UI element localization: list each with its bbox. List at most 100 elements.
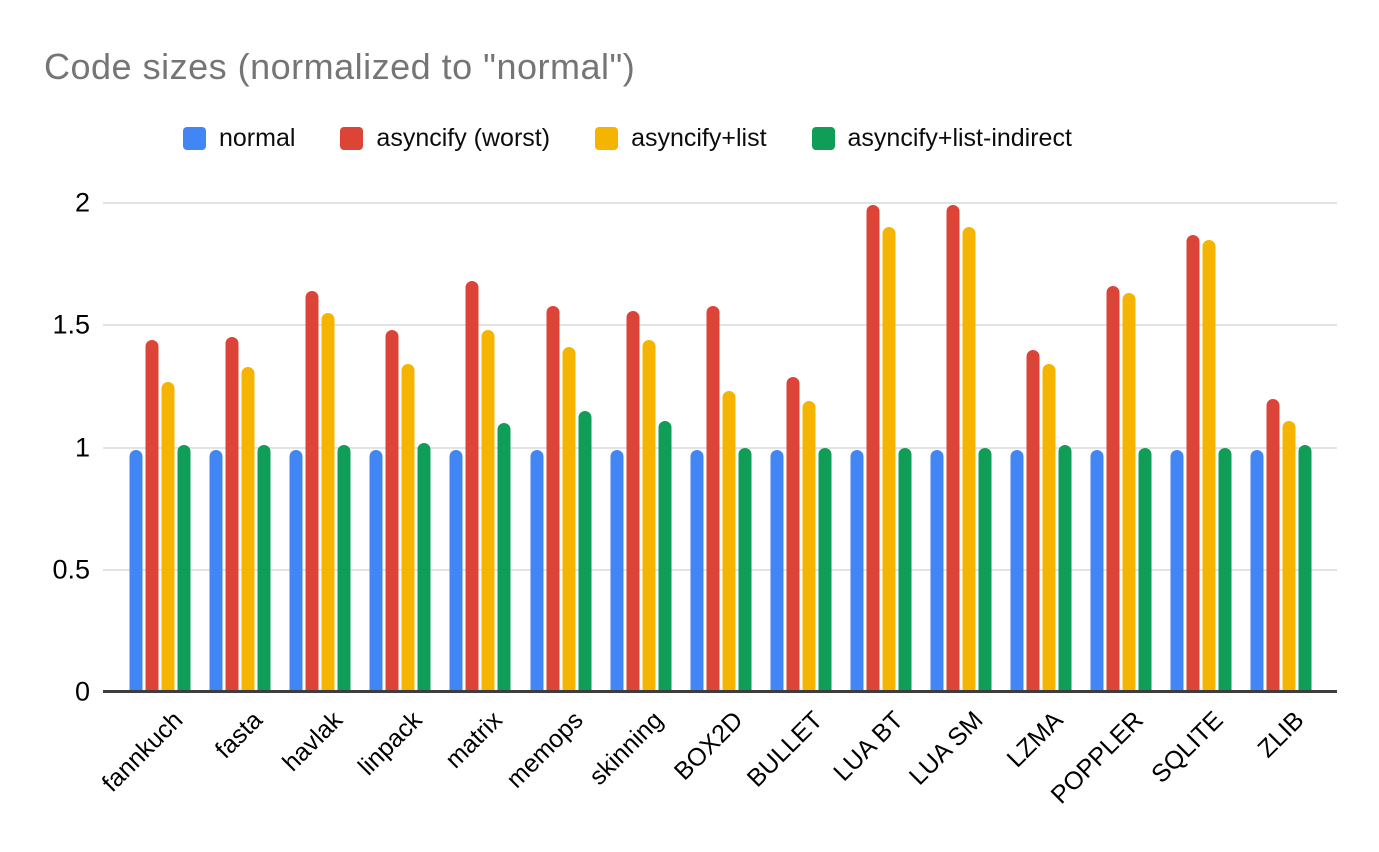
bar-normal-lua-bt <box>850 449 864 692</box>
bar-asyncify-list-sqlite <box>1202 239 1216 692</box>
bar-asyncify-worst-poppler <box>1106 286 1120 692</box>
x-label-havlak: havlak <box>277 706 348 777</box>
legend-item-asyncify-worst: asyncify (worst) <box>340 124 550 153</box>
y-axis: 0 0.5 1 1.5 2 <box>0 188 90 707</box>
bar-normal-bullet <box>770 449 784 692</box>
y-tick-1-5: 1.5 <box>52 309 90 340</box>
bar-group-memops <box>530 203 591 692</box>
bar-asyncify-list-havlak <box>321 313 335 692</box>
gridline-1-5 <box>103 324 1337 327</box>
x-label-lua-sm: LUA SM <box>904 706 989 791</box>
gridline-2 <box>103 202 1337 204</box>
x-axis-baseline <box>103 690 1337 693</box>
bar-asyncify-list-poppler <box>1122 293 1136 692</box>
bar-asyncify-worst-lua-bt <box>866 205 880 692</box>
bar-asyncify-worst-box2d <box>706 305 720 692</box>
x-label-poppler: POPPLER <box>1045 706 1149 810</box>
legend-swatch-asyncify-worst <box>340 127 364 150</box>
bar-normal-fannkuch <box>129 449 143 692</box>
bar-asyncify-list-indirect-poppler <box>1138 447 1152 692</box>
bar-normal-sqlite <box>1170 449 1184 692</box>
legend-swatch-asyncify-list-indirect <box>811 127 835 150</box>
bar-asyncify-worst-bullet <box>786 376 800 692</box>
legend-item-asyncify-list-indirect: asyncify+list-indirect <box>811 124 1072 153</box>
bar-asyncify-list-fannkuch <box>161 381 175 692</box>
bar-asyncify-list-indirect-fasta <box>257 445 271 692</box>
bar-asyncify-list-indirect-bullet <box>818 447 832 692</box>
gridline-1 <box>103 446 1337 449</box>
bar-group-lua-bt <box>850 203 912 692</box>
legend-item-normal: normal <box>183 124 295 153</box>
x-label-matrix: matrix <box>440 706 509 774</box>
bar-normal-lua-sm <box>930 449 944 692</box>
bar-asyncify-worst-skinning <box>626 310 640 692</box>
bar-asyncify-list-indirect-lua-bt <box>898 447 912 692</box>
bar-asyncify-worst-linpack <box>385 330 399 692</box>
legend-item-asyncify-list: asyncify+list <box>595 124 767 153</box>
bar-normal-linpack <box>369 449 383 692</box>
y-tick-1: 1 <box>74 432 90 462</box>
bar-asyncify-list-memops <box>562 347 575 692</box>
bar-asyncify-list-indirect-havlak <box>337 445 351 692</box>
bar-normal-lzma <box>1010 449 1024 692</box>
bar-group-box2d <box>690 203 752 692</box>
bar-normal-poppler <box>1090 449 1104 692</box>
bar-asyncify-worst-memops <box>546 305 559 692</box>
bar-asyncify-list-matrix <box>481 330 495 692</box>
x-label-zlib: ZLIB <box>1252 706 1310 764</box>
bar-group-lua-sm <box>930 203 992 692</box>
bar-asyncify-list-linpack <box>401 364 415 692</box>
plot-area <box>103 202 1337 693</box>
bar-asyncify-list-indirect-sqlite <box>1218 447 1232 692</box>
bar-asyncify-list-lua-bt <box>882 227 896 692</box>
bar-asyncify-list-indirect-linpack <box>417 442 431 692</box>
bar-asyncify-list-indirect-memops <box>578 410 591 692</box>
bar-group-fannkuch <box>129 203 191 692</box>
bar-asyncify-list-bullet <box>802 401 816 692</box>
bar-asyncify-list-indirect-lua-sm <box>978 447 992 692</box>
x-label-bullet: BULLET <box>741 706 829 793</box>
x-label-memops: memops <box>500 706 589 794</box>
bar-asyncify-list-indirect-matrix <box>497 423 511 692</box>
bar-asyncify-worst-zlib <box>1266 398 1280 692</box>
x-label-skinning: skinning <box>583 706 669 791</box>
bar-asyncify-worst-lua-sm <box>946 205 960 692</box>
bar-normal-matrix <box>449 449 463 692</box>
bar-normal-fasta <box>209 449 223 692</box>
x-label-lua-bt: LUA BT <box>827 706 909 787</box>
bar-group-zlib <box>1250 203 1312 692</box>
bar-normal-havlak <box>289 449 303 692</box>
x-label-sqlite: SQLITE <box>1146 706 1230 789</box>
chart-title: Code sizes (normalized to "normal") <box>44 46 636 87</box>
bar-group-havlak <box>289 203 351 692</box>
bar-asyncify-worst-fasta <box>225 337 239 692</box>
bar-asyncify-list-box2d <box>722 391 736 692</box>
bar-asyncify-worst-fannkuch <box>145 339 159 692</box>
legend-label-asyncify-worst: asyncify (worst) <box>376 124 551 152</box>
bar-asyncify-list-lua-sm <box>962 227 976 692</box>
bar-asyncify-list-indirect-lzma <box>1058 445 1072 692</box>
bar-normal-zlib <box>1250 449 1264 692</box>
bar-asyncify-list-fasta <box>241 366 255 692</box>
bar-normal-memops <box>530 449 543 692</box>
legend-label-asyncify-list-indirect: asyncify+list-indirect <box>847 124 1072 152</box>
bar-asyncify-list-lzma <box>1042 364 1056 692</box>
legend-swatch-normal <box>183 127 206 150</box>
bar-group-skinning <box>610 203 672 692</box>
bar-normal-box2d <box>690 449 704 692</box>
bar-group-linpack <box>369 203 431 692</box>
bar-asyncify-worst-sqlite <box>1186 234 1200 692</box>
x-label-lzma: LZMA <box>1001 706 1069 773</box>
bar-group-sqlite <box>1170 203 1232 692</box>
bar-asyncify-list-indirect-box2d <box>738 447 752 692</box>
legend-label-asyncify-list: asyncify+list <box>631 124 767 152</box>
x-label-fannkuch: fannkuch <box>96 706 188 798</box>
bar-normal-skinning <box>610 449 624 692</box>
bar-asyncify-list-indirect-skinning <box>658 420 672 692</box>
y-tick-0-5: 0.5 <box>52 554 90 585</box>
bar-asyncify-list-zlib <box>1282 420 1296 692</box>
x-label-linpack: linpack <box>353 706 429 781</box>
bar-asyncify-list-indirect-zlib <box>1298 445 1312 692</box>
bar-asyncify-worst-lzma <box>1026 349 1040 692</box>
legend: normal asyncify (worst) asyncify+list async… <box>183 124 1072 153</box>
